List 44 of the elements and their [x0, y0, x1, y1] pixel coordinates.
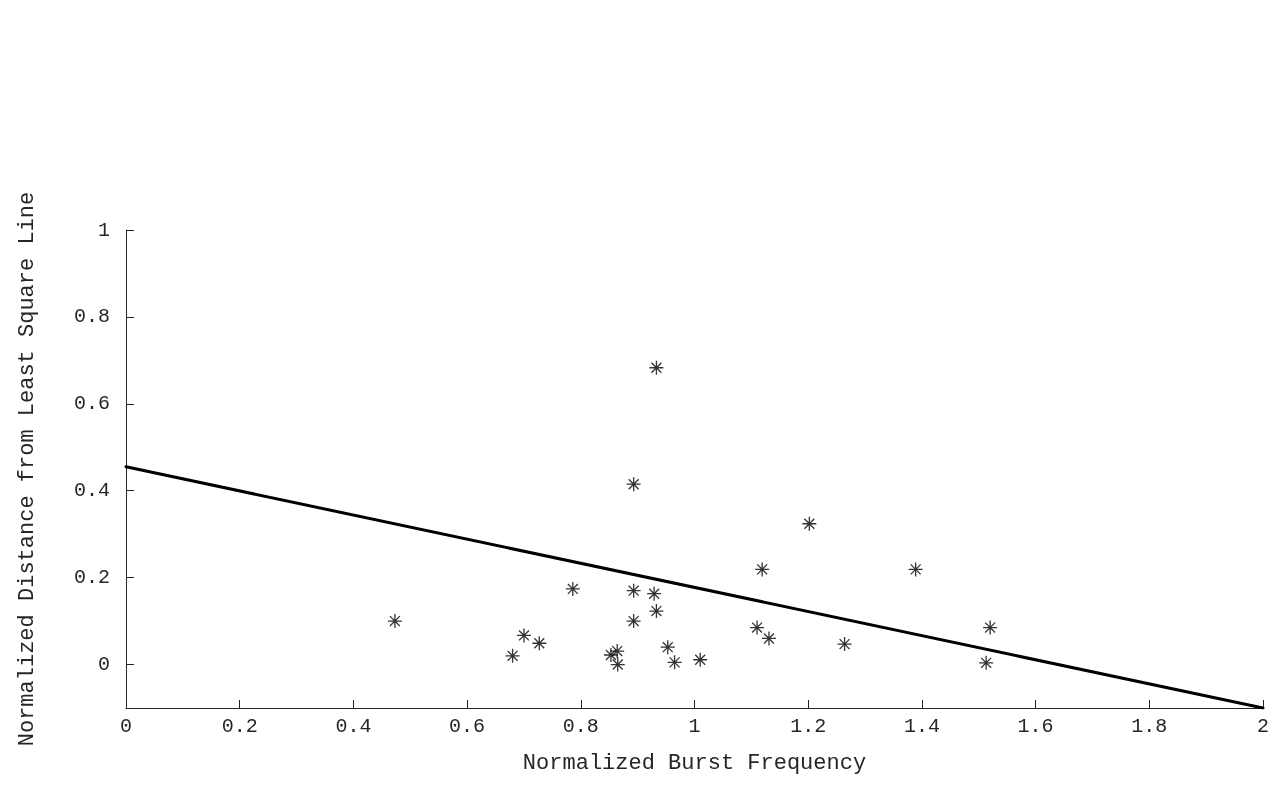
point	[603, 647, 619, 663]
point	[836, 636, 853, 652]
point	[626, 583, 642, 599]
x-tick-label: 1.2	[790, 714, 827, 738]
x-tick-label: 1.4	[903, 714, 940, 738]
point	[504, 648, 521, 664]
point	[978, 655, 994, 671]
x-axis-title: Normalized Burst Frequency	[522, 750, 867, 776]
point	[609, 643, 625, 659]
y-tick-label: 0.4	[73, 479, 110, 503]
y-tick-label: 0	[97, 653, 110, 677]
y-tick-label: 0.8	[73, 305, 110, 329]
x-tick-label: 1	[688, 714, 701, 738]
y-tick-label: 0.6	[73, 392, 110, 416]
x-tick-label: 1.8	[1131, 714, 1168, 738]
x-tick-label: 0.2	[221, 714, 258, 738]
point	[666, 654, 683, 671]
x-tick-label: 0.6	[449, 714, 486, 738]
point	[387, 613, 403, 629]
point	[749, 619, 765, 636]
point	[531, 635, 547, 651]
x-tick-label: 0	[119, 714, 133, 738]
point	[626, 613, 642, 629]
x-tick-label: 2	[1256, 714, 1270, 738]
point	[610, 656, 626, 673]
point	[660, 639, 676, 655]
y-tick-label: 0.2	[73, 566, 110, 590]
point	[692, 652, 708, 668]
y-axis-title: Normalized Distance from Least Square Line	[14, 191, 40, 747]
point	[761, 630, 777, 647]
x-tick-label: 0.4	[335, 714, 372, 738]
y-tick-label: 1	[97, 218, 110, 242]
point	[648, 603, 665, 619]
point	[908, 561, 924, 578]
point	[801, 516, 817, 532]
point	[754, 561, 770, 578]
point	[565, 581, 581, 597]
x-tick-label: 0.8	[562, 714, 599, 738]
point	[516, 627, 532, 644]
point	[626, 476, 642, 492]
point	[646, 586, 662, 602]
point	[982, 619, 998, 636]
point	[648, 360, 665, 376]
x-tick-label: 1.6	[1017, 714, 1054, 738]
